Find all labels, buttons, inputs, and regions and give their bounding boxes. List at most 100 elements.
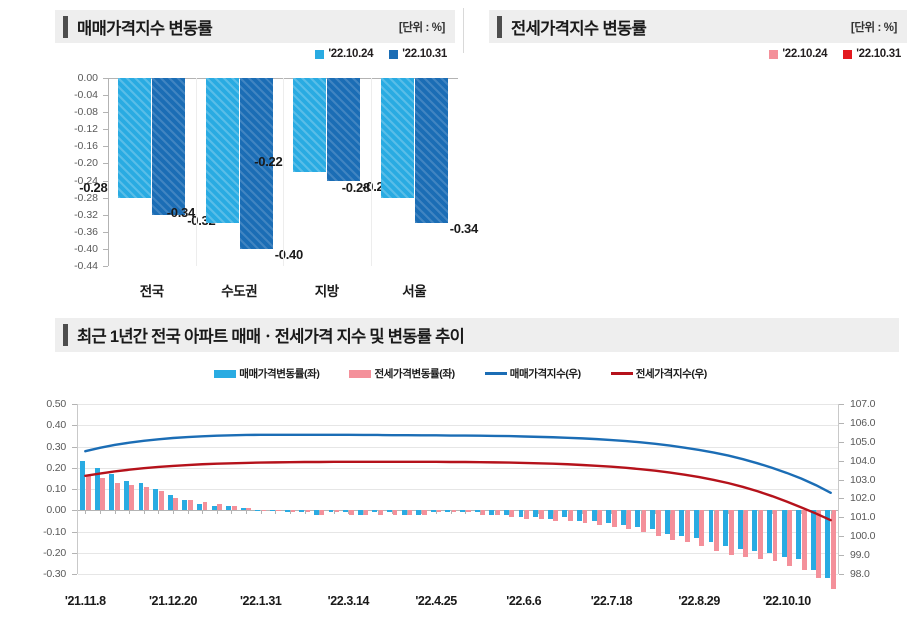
y-axis-tick-label: -0.40: [74, 242, 98, 255]
x-axis-tick: [801, 510, 803, 515]
trend-bar: [100, 478, 106, 511]
y-axis-right-tick: [839, 479, 844, 481]
trend-panel-header: 최근 1년간 전국 아파트 매매ㆍ전세가격 지수 및 변동률 추이: [55, 318, 899, 352]
y-axis-right-tick: [839, 574, 844, 575]
x-axis-tick: [567, 510, 569, 515]
y-axis-left-tick-label: 0.50: [46, 398, 66, 410]
trend-bar: [567, 510, 573, 521]
trend-bar: [304, 510, 310, 513]
sale-chart-plot: 0.00 -0.04 -0.08 -0.12 -0.16 -0.20 -0.24 -0.28-…: [74, 72, 478, 299]
x-axis-category-label: 지방: [314, 284, 339, 299]
sale-price-index-panel: 매매가격지수 변동률 [단위 : %] '22.10.24 '22.10.31 0…: [0, 0, 478, 310]
trend-bar: [372, 510, 378, 513]
gridline: [78, 446, 838, 448]
trend-bar: [430, 510, 436, 513]
x-axis-tick: [129, 510, 131, 515]
x-axis-category-label: 수도권: [221, 284, 258, 299]
gridline: [78, 467, 838, 469]
x-axis-category-label: '22.3.14: [327, 594, 370, 608]
y-axis-tick-label: 0.00: [77, 72, 98, 84]
y-axis-tick: [103, 214, 108, 216]
gridline: [78, 425, 838, 427]
legend-swatch-icon: [389, 49, 399, 59]
trend-bar: [416, 510, 422, 515]
trend-bar: [816, 510, 822, 579]
trend-bar: [450, 510, 456, 513]
y-axis-right-tick: [839, 441, 844, 443]
x-axis-tick: [669, 510, 671, 515]
x-axis-tick: [582, 510, 584, 515]
x-axis-tick: [728, 510, 730, 515]
trend-bar: [489, 510, 495, 515]
trend-bar: [299, 510, 305, 513]
trend-bar: [436, 510, 442, 513]
y-axis-tick: [103, 163, 108, 165]
trend-bar: [260, 510, 266, 512]
x-axis-tick: [143, 510, 145, 515]
trend-bar: [357, 510, 363, 515]
legend-swatch-icon: [769, 49, 779, 59]
trend-bar: [94, 467, 100, 511]
trend-bar: [787, 510, 793, 566]
trend-bar: [693, 510, 699, 538]
trend-bar: [392, 510, 398, 515]
trend-bar: [226, 506, 232, 511]
x-axis-tick: [523, 510, 525, 515]
legend-item: 매매가격지수(우): [484, 366, 581, 381]
trend-bar: [743, 510, 749, 557]
bar-previous: [380, 78, 414, 198]
y-axis-left-tick: [72, 552, 77, 554]
trend-bar: [480, 510, 486, 515]
x-axis-tick: [786, 510, 788, 515]
x-axis-tick: [743, 510, 744, 515]
trend-bar: [129, 484, 135, 511]
y-axis-right-tick-label: 102.0: [850, 492, 876, 505]
x-axis-category-label: '22.8.29: [678, 594, 720, 608]
legend-item: '22.10.31: [843, 48, 901, 60]
top-charts-row: 매매가격지수 변동률 [단위 : %] '22.10.24 '22.10.31 0…: [0, 0, 907, 310]
trend-chart-plot: 0.50 0.40 0.30 0.20 0.10 0.00 -0.10 -0.20 -0.30 1…: [43, 398, 875, 608]
trend-bar: [255, 510, 261, 512]
trend-bar: [211, 506, 217, 511]
zero-baseline: [78, 510, 838, 512]
y-axis-right-tick-label: 98.0: [850, 568, 870, 580]
x-axis-tick: [348, 510, 350, 515]
trend-bar: [158, 491, 164, 511]
x-axis-category-label: '21.11.8: [64, 594, 106, 608]
y-axis-tick-label: -0.16: [74, 140, 98, 153]
y-axis-left-tick-label: 0.30: [46, 440, 66, 453]
x-axis-tick: [465, 510, 467, 515]
trend-bar: [173, 497, 179, 511]
group-separator: [195, 78, 197, 266]
x-axis-tick: [319, 510, 321, 515]
trend-bar: [728, 510, 734, 555]
trend-bar: [562, 510, 568, 517]
trend-bar: [494, 510, 500, 515]
trend-bar: [650, 510, 655, 530]
x-axis-tick: [275, 510, 277, 515]
y-axis-tick-label: -0.28: [74, 191, 98, 204]
x-axis-tick: [538, 510, 540, 515]
sale-panel-title: 매매가격지수 변동률: [77, 19, 213, 38]
trend-bar: [377, 510, 383, 515]
trend-bar: [547, 510, 553, 519]
trend-bar: [460, 510, 465, 513]
y-axis-right-line: [838, 404, 839, 574]
trend-bar: [714, 510, 720, 551]
trend-bar: [684, 510, 690, 543]
trend-bar: [582, 510, 588, 523]
trend-bar: [576, 510, 582, 521]
x-axis-category-label: 서울: [402, 284, 427, 299]
trend-bar: [240, 508, 246, 511]
x-axis-tick: [626, 510, 628, 515]
gridline: [78, 489, 838, 490]
sale-panel-header: 매매가격지수 변동률 [단위 : %]: [55, 10, 455, 43]
trend-bar: [781, 510, 787, 557]
bar-value-label: -0.28: [341, 179, 370, 195]
y-axis-right-tick-label: 103.0: [850, 473, 876, 486]
trend-bar: [626, 510, 632, 530]
legend-item: 매매가격변동률(좌): [214, 366, 320, 381]
x-axis-tick: [596, 510, 598, 515]
x-axis-tick: [509, 510, 511, 515]
y-axis-left-tick-label: 0.40: [46, 419, 66, 432]
